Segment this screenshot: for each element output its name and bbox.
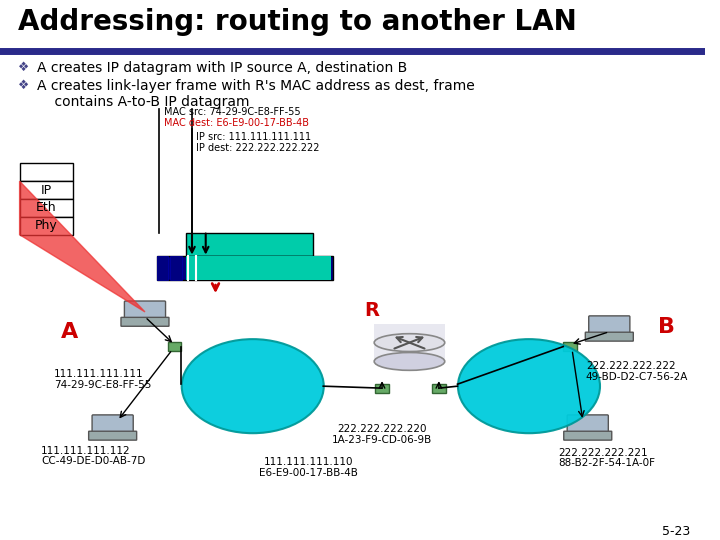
Text: 222.222.222.221: 222.222.222.221 bbox=[559, 448, 648, 457]
FancyBboxPatch shape bbox=[567, 415, 608, 435]
Bar bbox=[19, 164, 73, 181]
Bar bbox=[19, 181, 73, 199]
Text: 111.111.111.110: 111.111.111.110 bbox=[264, 457, 354, 468]
Text: 111.111.111.111: 111.111.111.111 bbox=[54, 369, 143, 379]
Bar bbox=[157, 256, 333, 280]
Bar bbox=[563, 342, 577, 351]
Text: CC-49-DE-D0-AB-7D: CC-49-DE-D0-AB-7D bbox=[41, 456, 145, 467]
Bar bbox=[168, 342, 181, 351]
Ellipse shape bbox=[458, 339, 600, 433]
Text: R: R bbox=[365, 301, 379, 320]
Bar bbox=[171, 256, 182, 280]
Text: IP src: 111.111.111.111: IP src: 111.111.111.111 bbox=[196, 132, 311, 141]
Text: 111.111.111.112: 111.111.111.112 bbox=[41, 446, 131, 456]
Text: A creates IP datagram with IP source A, destination B: A creates IP datagram with IP source A, … bbox=[37, 62, 408, 76]
Text: 88-B2-2F-54-1A-0F: 88-B2-2F-54-1A-0F bbox=[559, 458, 655, 469]
Bar bbox=[19, 199, 73, 217]
Ellipse shape bbox=[181, 339, 324, 433]
Text: E6-E9-00-17-BB-4B: E6-E9-00-17-BB-4B bbox=[259, 468, 358, 478]
Text: MAC dest: E6-E9-00-17-BB-4B: MAC dest: E6-E9-00-17-BB-4B bbox=[163, 118, 309, 128]
Text: Phy: Phy bbox=[35, 219, 58, 232]
Text: 49-BD-D2-C7-56-2A: 49-BD-D2-C7-56-2A bbox=[586, 372, 688, 382]
Text: A creates link-layer frame with R's MAC address as dest, frame
    contains A-to: A creates link-layer frame with R's MAC … bbox=[37, 79, 475, 110]
FancyBboxPatch shape bbox=[589, 316, 630, 336]
Bar bbox=[432, 384, 446, 393]
Polygon shape bbox=[19, 181, 145, 312]
Text: 1A-23-F9-CD-06-9B: 1A-23-F9-CD-06-9B bbox=[332, 435, 432, 445]
Text: 222.222.222.222: 222.222.222.222 bbox=[586, 361, 675, 372]
Text: B: B bbox=[658, 317, 675, 337]
Bar bbox=[157, 256, 168, 280]
Text: ❖: ❖ bbox=[17, 79, 29, 92]
Text: IP: IP bbox=[41, 184, 52, 197]
Text: Eth: Eth bbox=[36, 201, 57, 214]
Bar bbox=[375, 384, 389, 393]
FancyBboxPatch shape bbox=[585, 332, 634, 341]
FancyBboxPatch shape bbox=[89, 431, 137, 440]
Bar bbox=[186, 233, 313, 256]
Text: A: A bbox=[60, 322, 78, 342]
Bar bbox=[374, 324, 445, 361]
Ellipse shape bbox=[374, 353, 445, 370]
Text: MAC src: 74-29-9C-E8-FF-55: MAC src: 74-29-9C-E8-FF-55 bbox=[163, 107, 300, 117]
Text: ❖: ❖ bbox=[17, 62, 29, 75]
Text: 74-29-9C-E8-FF-55: 74-29-9C-E8-FF-55 bbox=[54, 380, 151, 390]
FancyBboxPatch shape bbox=[121, 318, 169, 326]
Ellipse shape bbox=[374, 334, 445, 352]
Text: 5-23: 5-23 bbox=[662, 525, 690, 538]
Bar bbox=[186, 256, 331, 280]
Text: 222.222.222.220: 222.222.222.220 bbox=[337, 424, 427, 434]
FancyBboxPatch shape bbox=[92, 415, 133, 435]
FancyBboxPatch shape bbox=[564, 431, 612, 440]
Bar bbox=[19, 217, 73, 235]
Text: IP dest: 222.222.222.222: IP dest: 222.222.222.222 bbox=[196, 143, 320, 153]
Text: Addressing: routing to another LAN: Addressing: routing to another LAN bbox=[17, 8, 577, 36]
FancyBboxPatch shape bbox=[125, 301, 166, 321]
